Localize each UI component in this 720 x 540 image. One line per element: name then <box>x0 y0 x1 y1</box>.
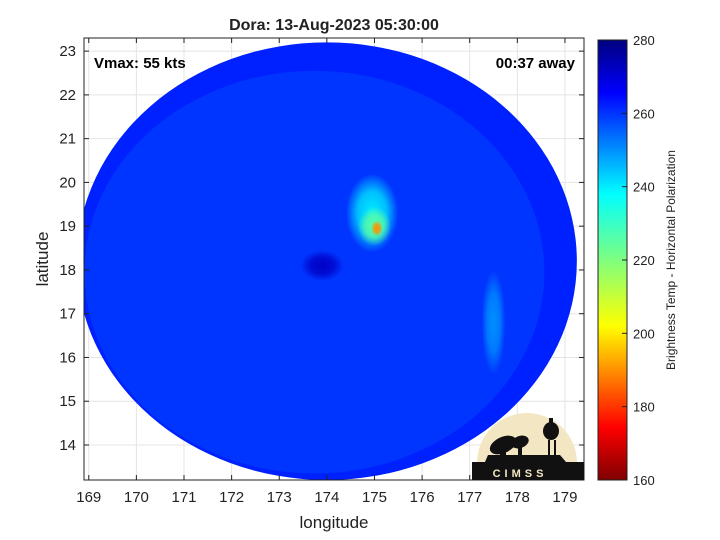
x-axis: 169 170 171 172 173 174 175 176 177 178 179 <box>76 38 577 506</box>
y-axis: 14 15 16 17 18 19 20 21 22 23 <box>59 43 584 454</box>
swath-feature <box>371 220 383 237</box>
x-tick-label: 173 <box>267 489 292 506</box>
x-tick-label: 177 <box>457 489 482 506</box>
x-tick-label: 174 <box>314 489 339 506</box>
vmax-label: Vmax: 55 kts <box>94 55 186 72</box>
x-tick-label: 169 <box>76 489 101 506</box>
colorbar-label: Brightness Temp - Horizontal Polarizatio… <box>664 150 678 370</box>
x-tick-label: 179 <box>552 489 577 506</box>
colorbar-tick-label: 260 <box>633 106 655 121</box>
colorbar-ticks: 160 180 200 220 240 260 280 <box>622 33 655 488</box>
brightness-swath <box>84 42 577 480</box>
y-axis-label: latitude <box>33 232 52 287</box>
y-tick-label: 18 <box>59 262 76 279</box>
x-tick-label: 170 <box>124 489 149 506</box>
y-tick-label: 21 <box>59 131 76 148</box>
y-tick-label: 17 <box>59 306 76 323</box>
x-tick-label: 171 <box>171 489 196 506</box>
x-tick-label: 172 <box>219 489 244 506</box>
y-tick-label: 22 <box>59 87 76 104</box>
swath-feature <box>481 269 506 375</box>
cimss-logo: CIMSS <box>472 413 584 480</box>
swath-feature <box>300 250 344 281</box>
y-tick-label: 20 <box>59 174 76 191</box>
y-tick-label: 19 <box>59 218 76 235</box>
x-tick-label: 175 <box>362 489 387 506</box>
colorbar-tick-label: 160 <box>633 473 655 488</box>
time-offset-label: 00:37 away <box>496 55 576 72</box>
colorbar-tick-label: 180 <box>633 400 655 415</box>
colorbar-tick-label: 240 <box>633 180 655 195</box>
x-tick-label: 178 <box>505 489 530 506</box>
plot-frame <box>83 37 585 481</box>
colorbar-tick-label: 280 <box>633 33 655 48</box>
chart-title: Dora: 13-Aug-2023 05:30:00 <box>229 17 439 34</box>
y-tick-label: 14 <box>59 437 76 454</box>
y-tick-label: 15 <box>59 393 76 410</box>
x-tick-label: 176 <box>410 489 435 506</box>
y-tick-label: 16 <box>59 349 76 366</box>
y-tick-label: 23 <box>59 43 76 60</box>
colorbar-tick-label: 220 <box>633 253 655 268</box>
x-axis-label: longitude <box>299 513 368 532</box>
cimss-logo-text: CIMSS <box>493 468 548 480</box>
colorbar-tick-label: 200 <box>633 326 655 341</box>
